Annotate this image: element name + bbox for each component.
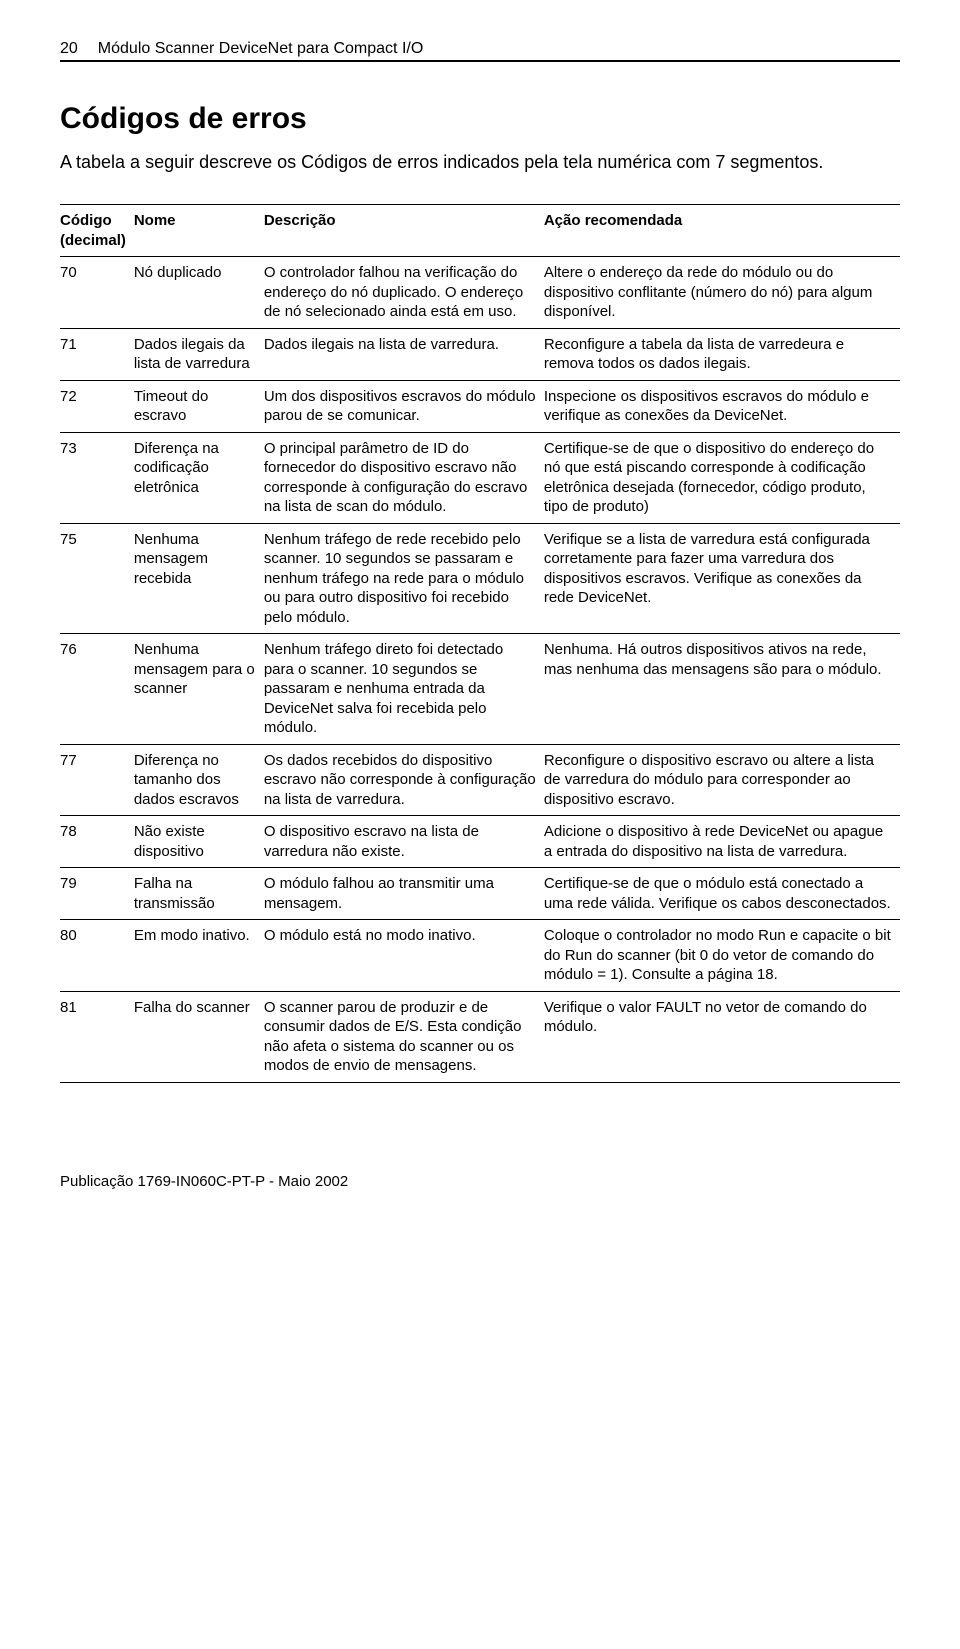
cell-action: Certifique-se de que o dispositivo do en… xyxy=(544,432,900,523)
cell-name: Falha do scanner xyxy=(134,991,264,1082)
cell-action: Verifique se a lista de varredura está c… xyxy=(544,523,900,634)
table-row: 71Dados ilegais da lista de varreduraDad… xyxy=(60,328,900,380)
cell-action: Adicione o dispositivo à rede DeviceNet … xyxy=(544,816,900,868)
cell-code: 70 xyxy=(60,257,134,329)
cell-name: Em modo inativo. xyxy=(134,920,264,992)
table-row: 77Diferença no tamanho dos dados escravo… xyxy=(60,744,900,816)
cell-name: Falha na transmissão xyxy=(134,868,264,920)
table-header-row: Código (decimal) Nome Descrição Ação rec… xyxy=(60,205,900,257)
cell-name: Dados ilegais da lista de varredura xyxy=(134,328,264,380)
cell-code: 75 xyxy=(60,523,134,634)
cell-desc: Um dos dispositivos escravos do módulo p… xyxy=(264,380,544,432)
cell-code: 73 xyxy=(60,432,134,523)
cell-name: Diferença na codificação eletrônica xyxy=(134,432,264,523)
cell-desc: Nenhum tráfego de rede recebido pelo sca… xyxy=(264,523,544,634)
cell-action: Inspecione os dispositivos escravos do m… xyxy=(544,380,900,432)
table-row: 75Nenhuma mensagem recebidaNenhum tráfeg… xyxy=(60,523,900,634)
cell-action: Coloque o controlador no modo Run e capa… xyxy=(544,920,900,992)
document-title: Módulo Scanner DeviceNet para Compact I/… xyxy=(98,40,423,58)
cell-action: Certifique-se de que o módulo está conec… xyxy=(544,868,900,920)
cell-desc: O scanner parou de produzir e de consumi… xyxy=(264,991,544,1082)
section-heading: Códigos de erros xyxy=(60,102,900,136)
col-header-code: Código (decimal) xyxy=(60,205,134,257)
table-row: 79Falha na transmissãoO módulo falhou ao… xyxy=(60,868,900,920)
cell-code: 72 xyxy=(60,380,134,432)
cell-desc: O módulo está no modo inativo. xyxy=(264,920,544,992)
table-row: 72Timeout do escravoUm dos dispositivos … xyxy=(60,380,900,432)
cell-desc: O principal parâmetro de ID do fornecedo… xyxy=(264,432,544,523)
cell-code: 81 xyxy=(60,991,134,1082)
cell-code: 71 xyxy=(60,328,134,380)
col-header-desc: Descrição xyxy=(264,205,544,257)
cell-code: 76 xyxy=(60,634,134,745)
cell-name: Não existe dispositivo xyxy=(134,816,264,868)
table-row: 78Não existe dispositivoO dispositivo es… xyxy=(60,816,900,868)
table-row: 70Nó duplicadoO controlador falhou na ve… xyxy=(60,257,900,329)
error-codes-table: Código (decimal) Nome Descrição Ação rec… xyxy=(60,204,900,1083)
cell-desc: Dados ilegais na lista de varredura. xyxy=(264,328,544,380)
cell-desc: O dispositivo escravo na lista de varred… xyxy=(264,816,544,868)
cell-desc: O controlador falhou na verificação do e… xyxy=(264,257,544,329)
cell-name: Timeout do escravo xyxy=(134,380,264,432)
col-header-name: Nome xyxy=(134,205,264,257)
cell-code: 79 xyxy=(60,868,134,920)
cell-name: Diferença no tamanho dos dados escravos xyxy=(134,744,264,816)
col-header-action: Ação recomendada xyxy=(544,205,900,257)
table-row: 80Em modo inativo.O módulo está no modo … xyxy=(60,920,900,992)
cell-code: 78 xyxy=(60,816,134,868)
cell-code: 80 xyxy=(60,920,134,992)
publication-line: Publicação 1769-IN060C-PT-P - Maio 2002 xyxy=(60,1173,900,1190)
cell-desc: Os dados recebidos do dispositivo escrav… xyxy=(264,744,544,816)
page-number: 20 xyxy=(60,40,78,58)
header: 20 Módulo Scanner DeviceNet para Compact… xyxy=(60,40,900,174)
cell-action: Reconfigure o dispositivo escravo ou alt… xyxy=(544,744,900,816)
table-row: 81Falha do scannerO scanner parou de pro… xyxy=(60,991,900,1082)
cell-action: Verifique o valor FAULT no vetor de coma… xyxy=(544,991,900,1082)
cell-action: Reconfigure a tabela da lista de varrede… xyxy=(544,328,900,380)
cell-name: Nó duplicado xyxy=(134,257,264,329)
cell-action: Altere o endereço da rede do módulo ou d… xyxy=(544,257,900,329)
cell-action: Nenhuma. Há outros dispositivos ativos n… xyxy=(544,634,900,745)
table-row: 76Nenhuma mensagem para o scannerNenhum … xyxy=(60,634,900,745)
cell-desc: O módulo falhou ao transmitir uma mensag… xyxy=(264,868,544,920)
cell-name: Nenhuma mensagem recebida xyxy=(134,523,264,634)
cell-code: 77 xyxy=(60,744,134,816)
cell-desc: Nenhum tráfego direto foi detectado para… xyxy=(264,634,544,745)
table-row: 73Diferença na codificação eletrônicaO p… xyxy=(60,432,900,523)
cell-name: Nenhuma mensagem para o scanner xyxy=(134,634,264,745)
section-intro: A tabela a seguir descreve os Códigos de… xyxy=(60,150,840,174)
page-line: 20 Módulo Scanner DeviceNet para Compact… xyxy=(60,40,900,62)
